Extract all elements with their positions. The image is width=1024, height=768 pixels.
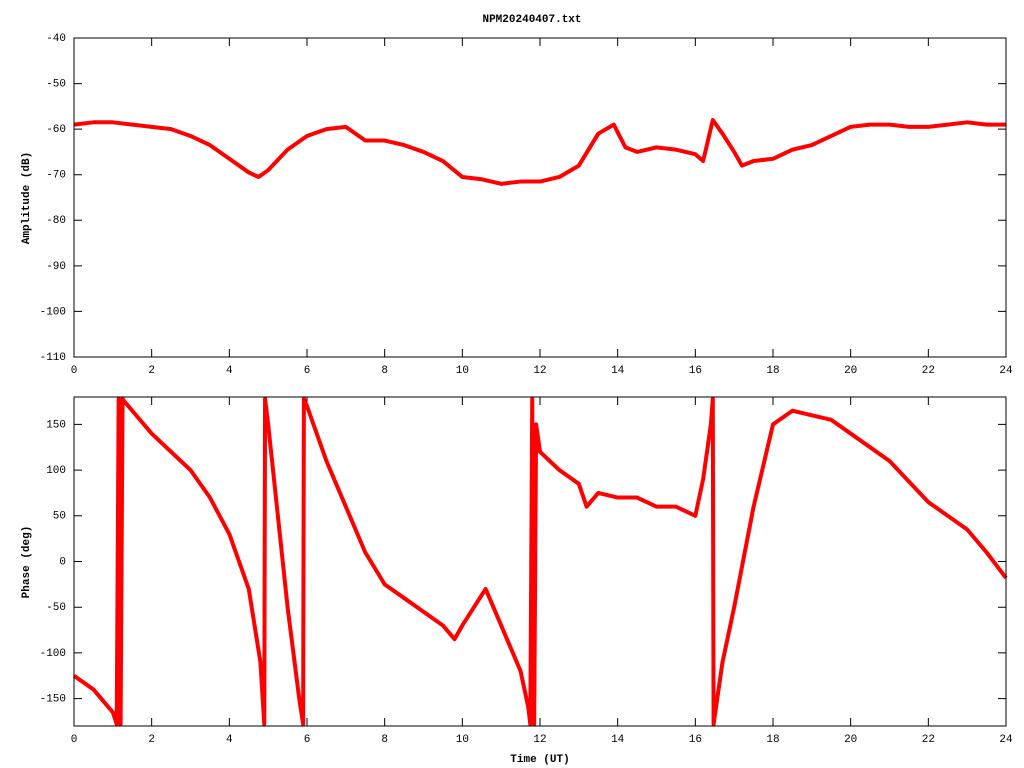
y-tick-label: -60 [46, 124, 66, 136]
x-tick-label: 16 [689, 734, 702, 746]
y-tick-label: 50 [53, 511, 66, 523]
x-tick-label: 20 [844, 365, 857, 377]
y-tick-label: -70 [46, 170, 66, 182]
x-tick-label: 22 [922, 734, 935, 746]
x-tick-label: 24 [999, 734, 1013, 746]
y-tick-label: -50 [46, 78, 66, 90]
plot-border [73, 396, 1007, 727]
chart-title: NPM20240407.txt [482, 14, 581, 26]
y-tick-label: -150 [40, 693, 66, 705]
y-tick-label: -90 [46, 261, 66, 273]
x-tick-label: 18 [766, 365, 779, 377]
x-tick-label: 6 [304, 734, 311, 746]
x-tick-label: 10 [456, 734, 469, 746]
data-line [73, 118, 1006, 186]
y-tick-label: 0 [59, 556, 66, 568]
x-tick-label: 8 [381, 365, 388, 377]
x-tick-label: 14 [611, 734, 625, 746]
plot-border [73, 37, 1007, 358]
x-tick-label: 24 [999, 365, 1013, 377]
x-tick-label: 20 [844, 734, 857, 746]
x-tick-label: 0 [71, 734, 78, 746]
y-tick-label: -100 [40, 648, 66, 660]
y-tick-label: 100 [46, 465, 66, 477]
y-tick-label: -40 [46, 33, 66, 45]
x-tick-label: 12 [533, 365, 546, 377]
x-tick-label: 16 [689, 365, 702, 377]
y-axis-label: Phase (deg) [21, 526, 33, 599]
y-tick-label: -110 [40, 352, 66, 364]
y-tick-label: 150 [46, 419, 66, 431]
y-axis-label: Amplitude (dB) [21, 152, 33, 244]
x-tick-label: 12 [533, 734, 546, 746]
y-tick-label: -100 [40, 306, 66, 318]
x-tick-label: 4 [226, 734, 233, 746]
x-tick-label: 4 [226, 365, 233, 377]
y-tick-label: -80 [46, 215, 66, 227]
x-tick-label: 2 [148, 734, 155, 746]
data-line [72, 396, 1008, 727]
x-tick-label: 22 [922, 365, 935, 377]
x-tick-label: 2 [148, 365, 155, 377]
x-axis-label: Time (UT) [510, 754, 569, 766]
x-tick-label: 10 [456, 365, 469, 377]
x-tick-label: 8 [381, 734, 388, 746]
x-tick-label: 14 [611, 365, 625, 377]
x-tick-label: 6 [304, 365, 311, 377]
y-tick-label: -50 [46, 602, 66, 614]
x-tick-label: 18 [766, 734, 779, 746]
x-tick-label: 0 [71, 365, 78, 377]
